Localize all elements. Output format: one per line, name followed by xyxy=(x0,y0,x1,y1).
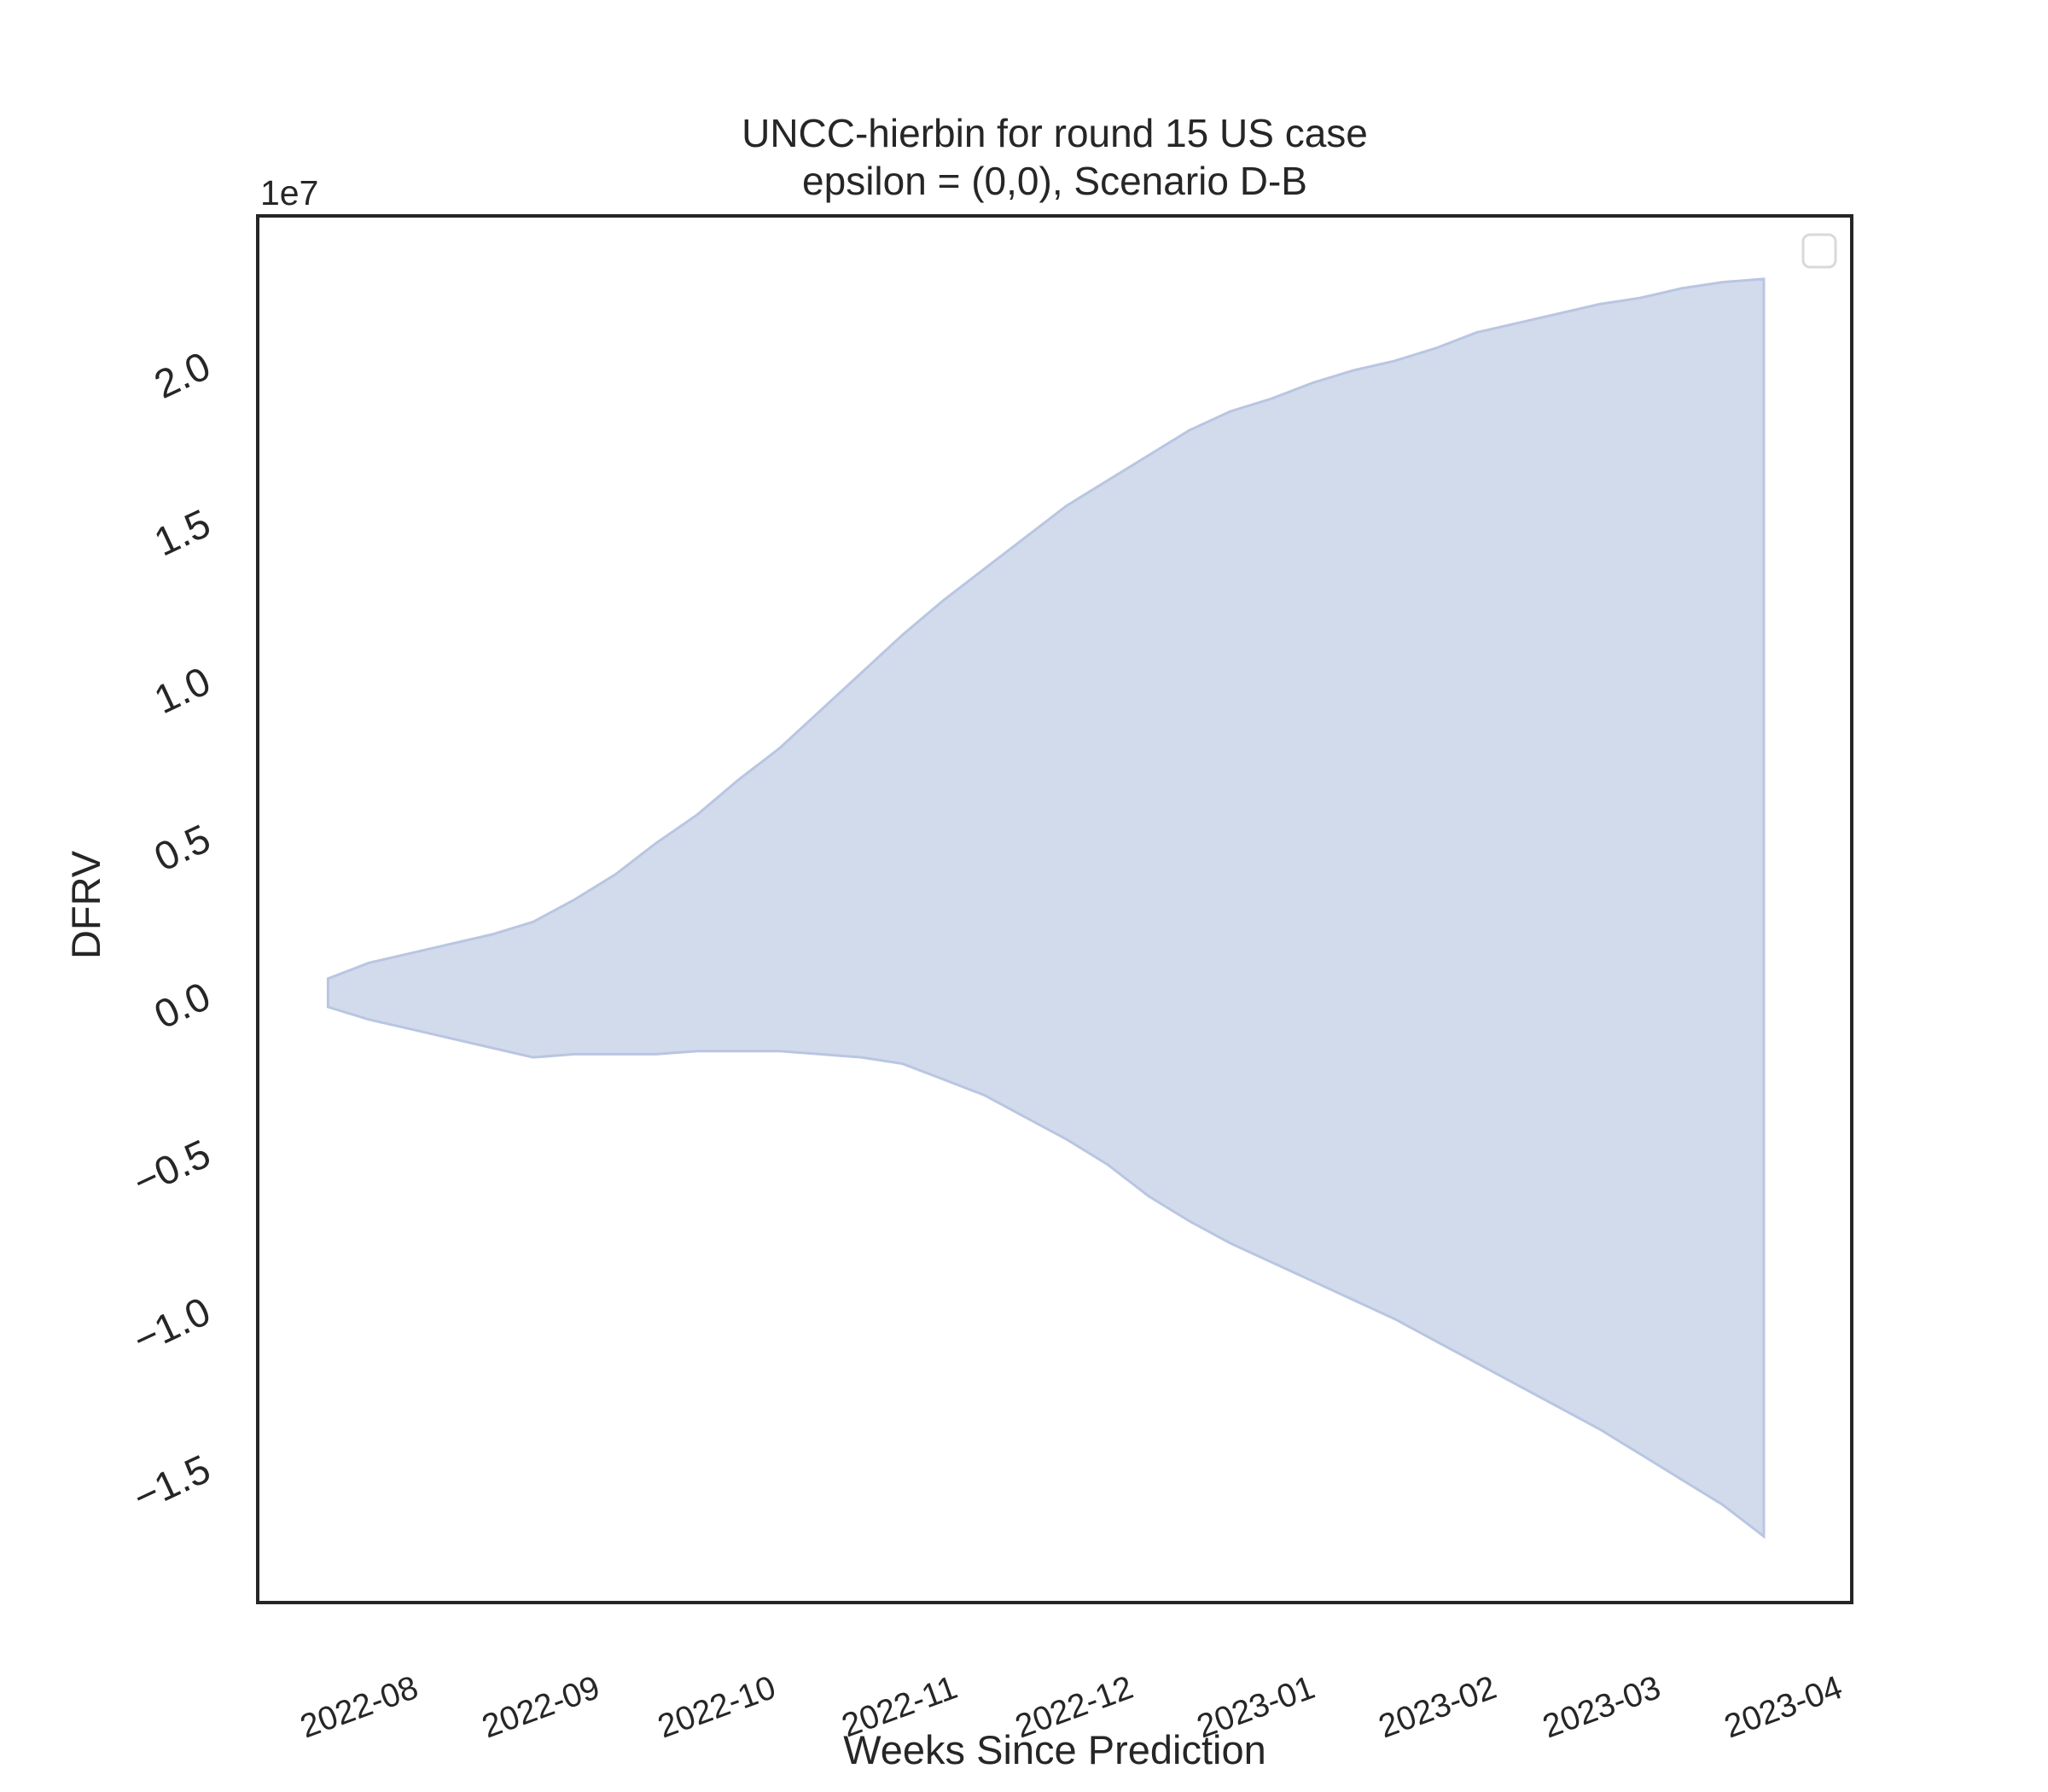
legend-handle xyxy=(1801,233,1837,269)
x-tick-label: 2022-10 xyxy=(653,1669,780,1745)
y-tick-labels: 2.0 1.5 1.0 0.5 0.0 −0.5 −1.0 −1.5 xyxy=(126,342,218,1520)
x-axis-label: Weeks Since Prediction xyxy=(843,1727,1265,1772)
y-tick-label: −0.5 xyxy=(126,1131,218,1205)
y-tick-label: 1.0 xyxy=(148,658,218,723)
x-tick-label: 2023-02 xyxy=(1374,1669,1501,1745)
x-tick-label: 2023-04 xyxy=(1719,1669,1847,1745)
y-tick-label: 0.0 xyxy=(148,973,218,1038)
x-tick-label: 2023-03 xyxy=(1538,1669,1665,1745)
chart-subtitle: epsilon = (0,0), Scenario D-B xyxy=(802,159,1307,203)
x-tick-label: 2022-08 xyxy=(295,1669,422,1745)
y-tick-label: −1.0 xyxy=(126,1288,218,1362)
y-axis-label: DFRV xyxy=(63,850,108,959)
y-tick-label: −1.5 xyxy=(126,1446,218,1520)
uncertainty-band xyxy=(326,277,1766,1539)
x-tick-label: 2022-09 xyxy=(477,1669,604,1745)
legend-box xyxy=(1801,233,1837,269)
chart-title: UNCC-hierbin for round 15 US case xyxy=(742,111,1368,155)
y-tick-label: 0.5 xyxy=(148,815,218,880)
plot-frame xyxy=(256,214,1853,1604)
y-tick-label: 2.0 xyxy=(148,342,218,407)
y-tick-label: 1.5 xyxy=(148,500,218,565)
y-axis-offset-label: 1e7 xyxy=(260,173,318,212)
plot-area xyxy=(256,214,1853,1604)
